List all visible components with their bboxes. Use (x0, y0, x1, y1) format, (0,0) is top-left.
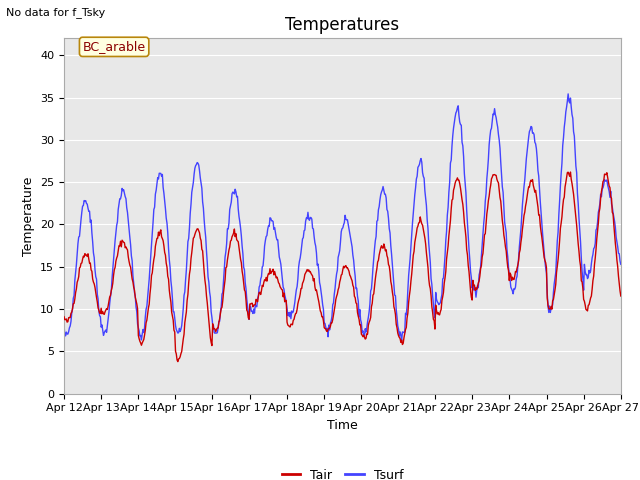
Text: BC_arable: BC_arable (83, 40, 146, 53)
Legend: Tair, Tsurf: Tair, Tsurf (276, 464, 408, 480)
Title: Temperatures: Temperatures (285, 16, 399, 34)
X-axis label: Time: Time (327, 419, 358, 432)
Y-axis label: Temperature: Temperature (22, 176, 35, 256)
Text: No data for f_Tsky: No data for f_Tsky (6, 7, 106, 18)
